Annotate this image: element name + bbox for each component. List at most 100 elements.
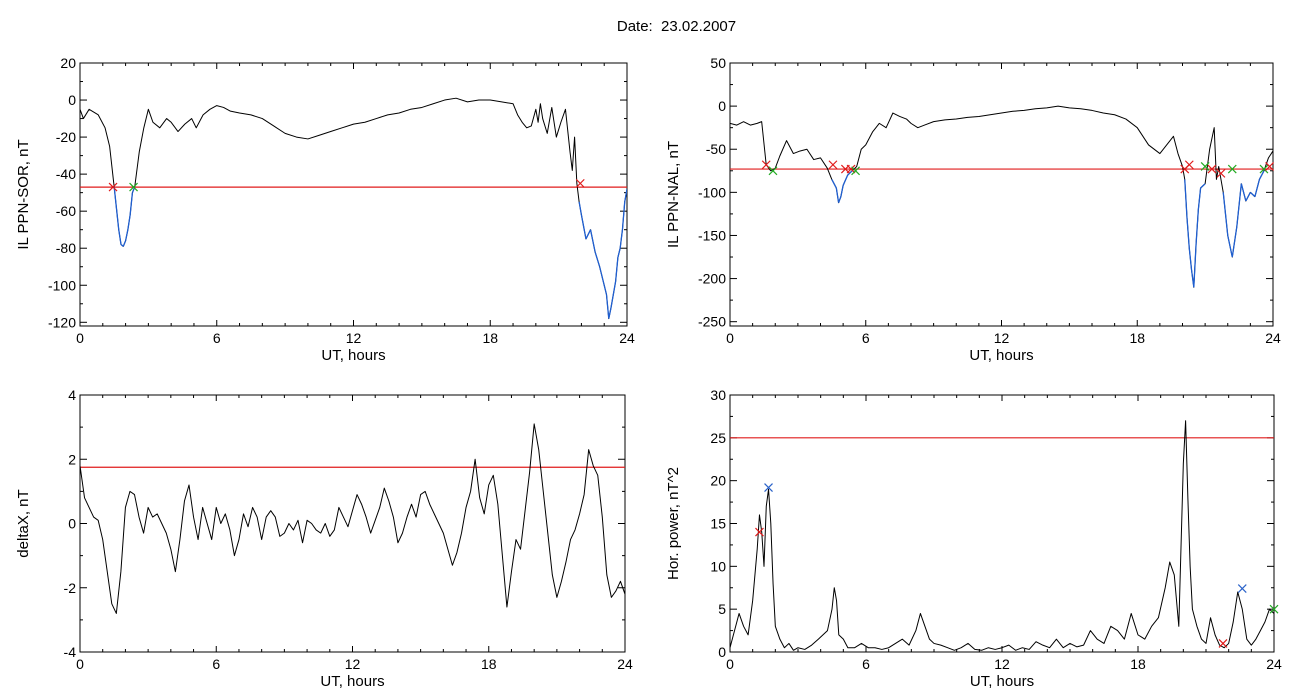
below-threshold-segment (617, 248, 621, 258)
x-tick-label: 12 (994, 656, 1010, 672)
below-threshold-segment (118, 229, 122, 245)
below-threshold-segment (599, 266, 605, 286)
x-tick-label: 0 (76, 330, 84, 346)
series-line (730, 105, 1273, 288)
below-threshold-segment (1236, 183, 1242, 227)
y-tick-label: 15 (710, 516, 726, 532)
x-tick-label: 24 (1266, 656, 1282, 672)
y-tick-label: -80 (56, 240, 76, 256)
x-tick-label: 24 (619, 330, 635, 346)
x-tick-label: 6 (213, 330, 221, 346)
y-tick-label: 5 (718, 601, 726, 617)
below-threshold-segment (831, 179, 837, 189)
event-marker (1207, 164, 1217, 174)
below-threshold-segment (1188, 248, 1193, 271)
x-tick-label: 0 (76, 656, 84, 672)
y-tick-label: -120 (48, 314, 76, 330)
y-tick-label: -20 (56, 129, 76, 145)
event-marker (846, 164, 856, 174)
event-marker (575, 178, 585, 188)
event-marker (828, 160, 838, 170)
below-threshold-segment (605, 294, 610, 319)
x-tick-label: 24 (617, 656, 633, 672)
event-marker (129, 182, 138, 192)
x-tick-label: 0 (726, 330, 734, 346)
event-marker (1216, 168, 1226, 178)
event-marker (1218, 639, 1228, 648)
event-marker (1265, 162, 1275, 171)
plot-frame (79, 62, 628, 327)
y-tick-label: 4 (68, 387, 76, 403)
x-tick-label: 18 (481, 656, 497, 672)
y-tick-label: 0 (68, 516, 76, 532)
y-tick-label: 2 (68, 451, 76, 467)
below-threshold-segment (122, 240, 127, 247)
y-axis-label: Hor. power, nT^2 (665, 467, 682, 580)
below-threshold-segment (127, 214, 131, 230)
y-tick-label: 20 (710, 473, 726, 489)
y-tick-label: 30 (710, 387, 726, 403)
event-marker (1259, 164, 1269, 174)
below-threshold-segment (621, 201, 626, 230)
x-axis-label: UT, hours (321, 347, 385, 364)
below-threshold-segment (835, 187, 840, 203)
series-line (730, 420, 1274, 651)
y-tick-label: -100 (48, 277, 76, 293)
below-threshold-segment (624, 188, 627, 203)
page-title: Date: 23.02.2007 (616, 18, 737, 35)
below-threshold-segment (1222, 192, 1229, 236)
y-axis-label: IL PPN-SOR, nT (15, 139, 32, 249)
event-marker (764, 483, 773, 492)
y-tick-label: 25 (710, 430, 726, 446)
plot-area (730, 105, 1273, 288)
event-marker (851, 166, 860, 176)
below-threshold-segment (124, 229, 129, 241)
below-threshold-segment (1240, 183, 1247, 202)
y-tick-label: -60 (56, 203, 76, 219)
plot-frame (729, 62, 1274, 327)
below-threshold-segment (594, 251, 601, 267)
y-tick-label: -150 (698, 227, 726, 243)
event-marker (1184, 160, 1194, 170)
below-threshold-segment (840, 185, 844, 197)
x-tick-label: 12 (994, 330, 1010, 346)
x-tick-label: 6 (212, 656, 220, 672)
below-threshold-segment (1258, 170, 1265, 180)
below-threshold-segment (585, 229, 592, 240)
y-axis-label: deltaX, nT (15, 489, 32, 557)
y-tick-label: 50 (710, 55, 726, 71)
x-tick-label: 6 (862, 656, 870, 672)
below-threshold-segment (1254, 179, 1261, 197)
below-threshold-segment (129, 192, 134, 215)
event-marker (1200, 162, 1210, 171)
below-threshold-segment (608, 307, 612, 319)
below-threshold-segment (603, 285, 608, 295)
x-tick-label: 18 (1130, 656, 1146, 672)
x-axis-label: UT, hours (320, 673, 384, 690)
x-tick-label: 12 (345, 656, 361, 672)
below-threshold-segment (1186, 218, 1190, 249)
event-marker (1237, 584, 1247, 594)
y-tick-label: 10 (710, 558, 726, 574)
y-tick-label: -200 (698, 271, 726, 287)
y-tick-label: 0 (68, 92, 76, 108)
below-threshold-segment (1184, 179, 1188, 219)
below-threshold-segment (113, 187, 120, 230)
below-threshold-segment (1249, 191, 1256, 198)
series-line (80, 97, 627, 320)
y-tick-label: -40 (56, 166, 76, 182)
below-threshold-segment (614, 257, 619, 282)
below-threshold-segment (578, 201, 583, 215)
below-threshold-segment (1231, 226, 1238, 258)
below-threshold-segment (1245, 192, 1251, 202)
below-threshold-segment (847, 170, 853, 176)
below-threshold-segment (589, 229, 596, 253)
y-tick-label: -250 (698, 314, 726, 330)
below-threshold-segment (1195, 209, 1199, 245)
y-tick-label: -100 (698, 184, 726, 200)
y-tick-label: -50 (706, 141, 726, 157)
chart-sor: 0 6 12 18 24 -120 -100 -80 -60 -40 -20 0 20 UT, hours… (15, 55, 635, 364)
event-marker (108, 182, 118, 192)
